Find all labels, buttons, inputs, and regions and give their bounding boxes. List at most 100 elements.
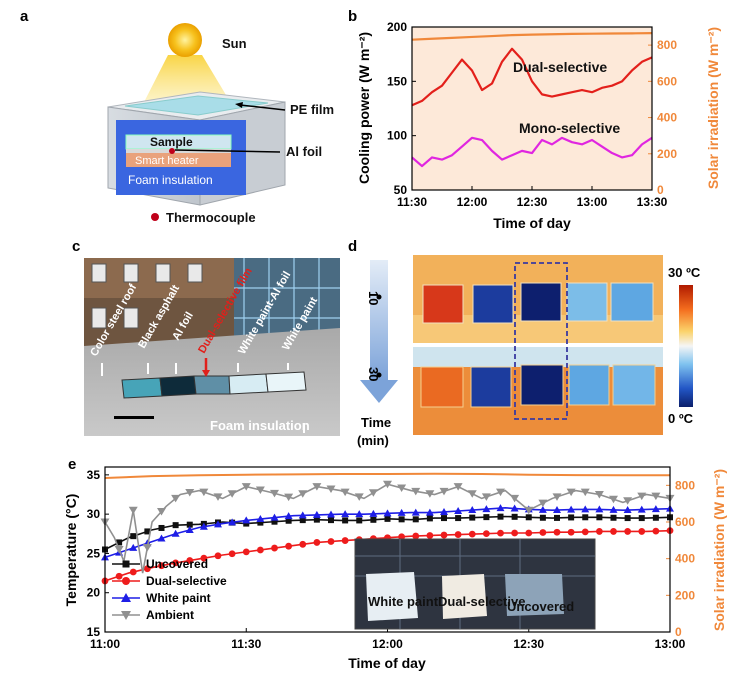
panel-letter-e: e: [68, 456, 77, 473]
marker-uncovered: [554, 514, 560, 521]
marker-uncovered: [511, 513, 518, 520]
marker-ambient: [270, 489, 279, 498]
chart-b-xlabel: Time of day: [493, 215, 571, 231]
marker-ambient: [199, 488, 209, 497]
legend-label: Uncovered: [146, 557, 208, 571]
marker-uncovered: [356, 517, 363, 524]
panel-letter-c: c: [72, 238, 81, 255]
marker-ambient: [594, 491, 604, 499]
series-line-ambient: [104, 483, 671, 574]
marker-ambient: [538, 499, 548, 508]
pe-film-label: PE film: [290, 102, 334, 117]
marker-ambient: [651, 492, 661, 501]
marker-ambient: [481, 493, 491, 501]
marker-ambient: [185, 489, 195, 497]
sample-label: Sample: [150, 135, 193, 149]
y-tick-label: 30: [87, 507, 101, 521]
marker-ambient: [623, 497, 633, 505]
marker-uncovered: [271, 518, 278, 525]
marker-uncovered: [624, 515, 631, 522]
marker-dual-selective: [539, 529, 547, 536]
time-mark-10: 10: [366, 291, 381, 305]
pe-film-arrow: [239, 104, 286, 111]
series-line-dual-selective: [411, 47, 653, 107]
marker-ambient: [397, 484, 407, 493]
marker-white-paint: [637, 505, 646, 513]
marker-dual-selective: [482, 530, 490, 538]
marker-uncovered: [398, 516, 405, 523]
y2-tick-label: 400: [657, 111, 677, 125]
marker-ambient: [467, 490, 477, 498]
marker-uncovered: [328, 517, 334, 524]
marker-uncovered: [426, 515, 433, 522]
legend-label: Dual-selective: [146, 574, 227, 588]
x-tick-label: 13:00: [577, 195, 608, 209]
marker-white-paint: [468, 506, 477, 514]
marker-ambient: [566, 488, 576, 497]
x-tick-label: 11:30: [397, 195, 427, 209]
marker-uncovered: [116, 539, 123, 546]
marker-ambient: [128, 506, 138, 515]
al-foil-layer: [126, 149, 231, 153]
panel-letter-a: a: [20, 8, 29, 25]
chart-e-ylabel: Temperature (°C): [63, 494, 79, 607]
smart-heater-label: Smart heater: [135, 155, 199, 167]
legend-label: White paint: [146, 591, 211, 605]
thermocouple-dot: [169, 148, 175, 154]
marker-uncovered: [186, 521, 193, 528]
marker-dual-selective: [553, 528, 561, 536]
marker-uncovered: [455, 515, 462, 522]
marker-white-paint: [284, 512, 293, 520]
marker-white-paint: [199, 522, 208, 530]
chart-b: 11:30 12:00 12:30 13:00 13:30 50 100 150 200 0 200…: [356, 20, 721, 231]
marker-uncovered: [172, 522, 179, 529]
thermocouple-label: Thermocouple: [166, 210, 256, 225]
marker-white-paint: [185, 526, 194, 534]
marker-dual-selective: [143, 565, 151, 573]
marker-white-paint: [440, 507, 448, 515]
series-line-mono-selective: [411, 136, 653, 168]
highlight-box-dual-selective: [514, 262, 568, 420]
marker-white-paint: [482, 505, 491, 513]
time-mark-30: 30: [366, 367, 381, 381]
x-tick-label: 11:00: [90, 637, 120, 651]
marker-white-paint: [214, 520, 222, 528]
sample-boxes: [121, 371, 307, 399]
colorbar: [679, 285, 693, 407]
marker-ambient: [171, 494, 181, 503]
foam-insulation-label: Foam insulation: [128, 173, 213, 187]
panel-letter-d: d: [348, 238, 358, 255]
y-tick-label: 150: [387, 74, 407, 88]
marker-dual-selective: [595, 528, 603, 535]
marker-uncovered: [568, 514, 575, 521]
marker-white-paint: [397, 508, 406, 516]
legend-label: Ambient: [146, 608, 194, 622]
marker-uncovered: [638, 515, 645, 522]
x-tick-label: 12:00: [372, 637, 403, 651]
marker-uncovered: [412, 516, 419, 523]
time-unit-label: (min): [357, 433, 389, 448]
panel-d-thermal: 10 30 Time (min) 30 ºC 0 ºC: [357, 255, 701, 448]
marker-dual-selective: [158, 562, 165, 570]
marker-white-paint: [256, 515, 265, 523]
marker-ambient: [524, 506, 534, 515]
panel-a-schematic: Sun Sample Smart heater Foam insulation …: [107, 23, 334, 225]
marker-white-paint: [355, 510, 364, 518]
marker-white-paint: [312, 510, 321, 518]
legend-marker-uncovered: [122, 560, 130, 568]
marker-dual-selective: [285, 542, 293, 550]
marker-uncovered: [441, 515, 447, 522]
marker-uncovered: [596, 514, 603, 521]
colorbar-max-label: 30 ºC: [668, 265, 701, 280]
marker-white-paint: [581, 505, 590, 513]
y2-tick-label: 200: [675, 588, 695, 602]
marker-ambient: [142, 544, 152, 552]
marker-dual-selective: [172, 559, 180, 567]
chart-e-xlabel: Time of day: [348, 655, 426, 671]
marker-uncovered: [469, 514, 476, 521]
marker-dual-selective: [497, 529, 504, 537]
marker-ambient: [114, 546, 124, 554]
marker-white-paint: [298, 511, 307, 519]
marker-ambient: [241, 483, 251, 491]
marker-dual-selective: [341, 537, 349, 544]
